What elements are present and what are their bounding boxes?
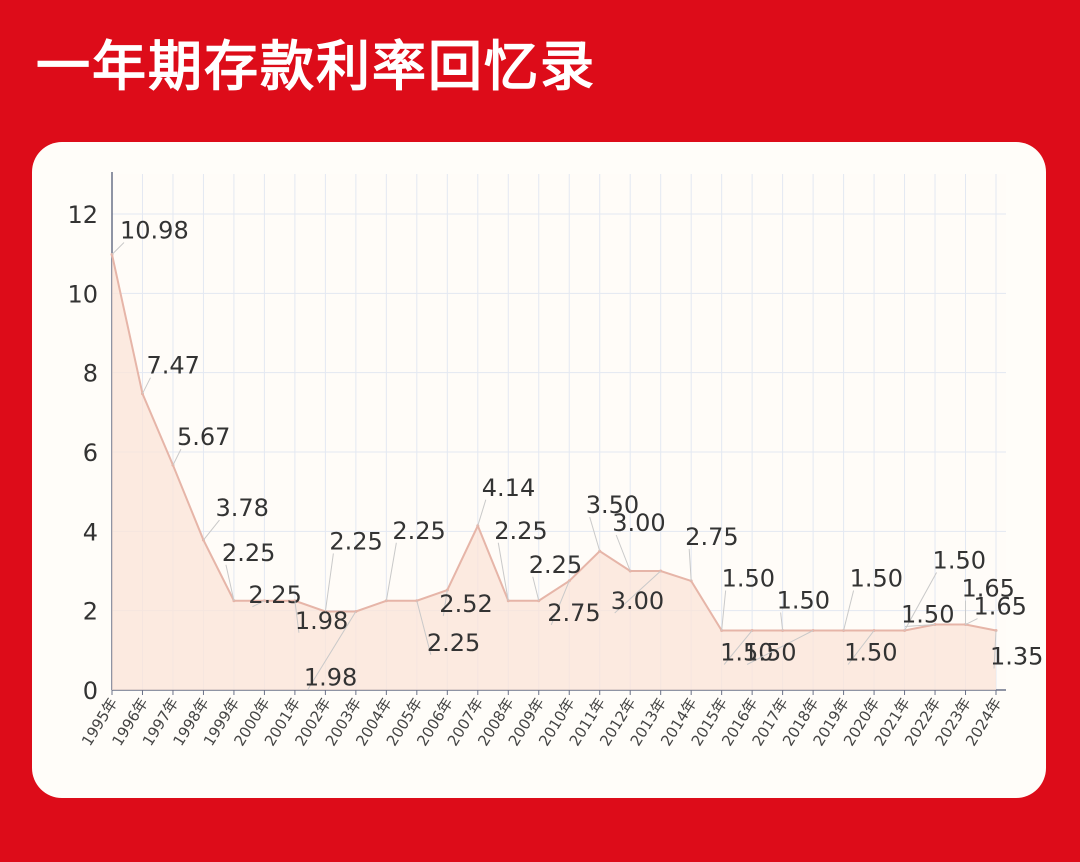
leader-line	[442, 589, 448, 617]
data-label: 2.25	[248, 581, 301, 609]
data-label: 2.75	[547, 599, 600, 627]
data-label: 1.50	[722, 565, 775, 593]
data-label: 7.47	[146, 352, 199, 380]
leader-line	[172, 448, 182, 466]
data-label: 3.78	[215, 494, 268, 522]
leader-line	[225, 564, 235, 601]
leader-line	[688, 548, 692, 581]
leader-line	[993, 630, 997, 669]
chart-card: 0 2 4 6 8 10 12 1995年 1996年 1997年 1998年 1999年 2000年 2…	[32, 142, 1046, 798]
leader-line	[723, 630, 753, 665]
y-tick-label: 12	[67, 201, 98, 229]
data-label: 4.14	[482, 474, 535, 502]
leader-line	[904, 572, 937, 631]
data-label: 1.50	[743, 639, 796, 667]
chart-title: 一年期存款利率回忆录	[36, 35, 596, 98]
data-label: 2.75	[685, 523, 738, 551]
leader-line	[324, 553, 334, 612]
y-tick-label: 6	[83, 439, 98, 467]
data-label: 1.50	[901, 601, 954, 629]
leader-line	[905, 624, 936, 628]
data-label: 3.00	[612, 509, 665, 537]
data-label: 1.35	[990, 643, 1043, 671]
leader-line	[614, 570, 662, 614]
series-line	[111, 254, 997, 632]
leader-line	[615, 534, 631, 572]
data-label: 2.25	[222, 539, 275, 567]
data-label: 1.50	[844, 639, 897, 667]
data-label: 1.65	[962, 575, 1015, 603]
leader-line	[111, 242, 125, 255]
leader-line	[550, 580, 570, 626]
leader-line	[847, 630, 875, 665]
data-label: 2.25	[427, 629, 480, 657]
leader-line	[780, 612, 784, 631]
data-label: 1.50	[777, 587, 830, 615]
data-label: 5.67	[177, 423, 230, 451]
data-label: 2.25	[329, 527, 382, 555]
series-area	[112, 254, 996, 690]
leader-line	[385, 542, 397, 601]
leader-line	[965, 618, 978, 625]
line-chart: 0246810121995年1996年1997年1998年1999年2000年2…	[67, 172, 1043, 749]
data-label: 1.98	[295, 607, 348, 635]
y-tick-label: 10	[67, 280, 98, 308]
leader-line	[307, 611, 357, 690]
leader-line	[252, 600, 265, 608]
leader-line	[294, 600, 300, 633]
data-label: 10.98	[120, 216, 189, 244]
data-label: 2.25	[529, 551, 582, 579]
data-label: 3.50	[586, 491, 639, 519]
leader-line	[589, 517, 601, 552]
leader-line	[416, 600, 432, 655]
y-tick-label: 2	[83, 598, 98, 626]
leader-line	[203, 519, 220, 541]
leader-line	[843, 590, 855, 631]
data-label: 2.52	[439, 590, 492, 618]
data-label: 2.25	[494, 517, 547, 545]
data-label: 2.25	[392, 517, 445, 545]
data-label: 1.98	[304, 663, 357, 691]
leader-line	[497, 542, 509, 601]
data-label: 1.50	[933, 547, 986, 575]
data-label: 1.50	[850, 565, 903, 593]
data-label: 1.50	[720, 639, 773, 667]
leader-line	[746, 630, 814, 665]
data-label: 1.65	[974, 593, 1027, 621]
data-label: 3.00	[611, 587, 664, 615]
leader-line	[477, 499, 487, 526]
leader-line	[721, 590, 727, 631]
y-tick-label: 0	[83, 677, 98, 705]
y-tick-label: 8	[83, 360, 98, 388]
y-tick-label: 4	[83, 518, 98, 546]
leader-line	[142, 377, 151, 394]
leader-line	[532, 576, 540, 601]
